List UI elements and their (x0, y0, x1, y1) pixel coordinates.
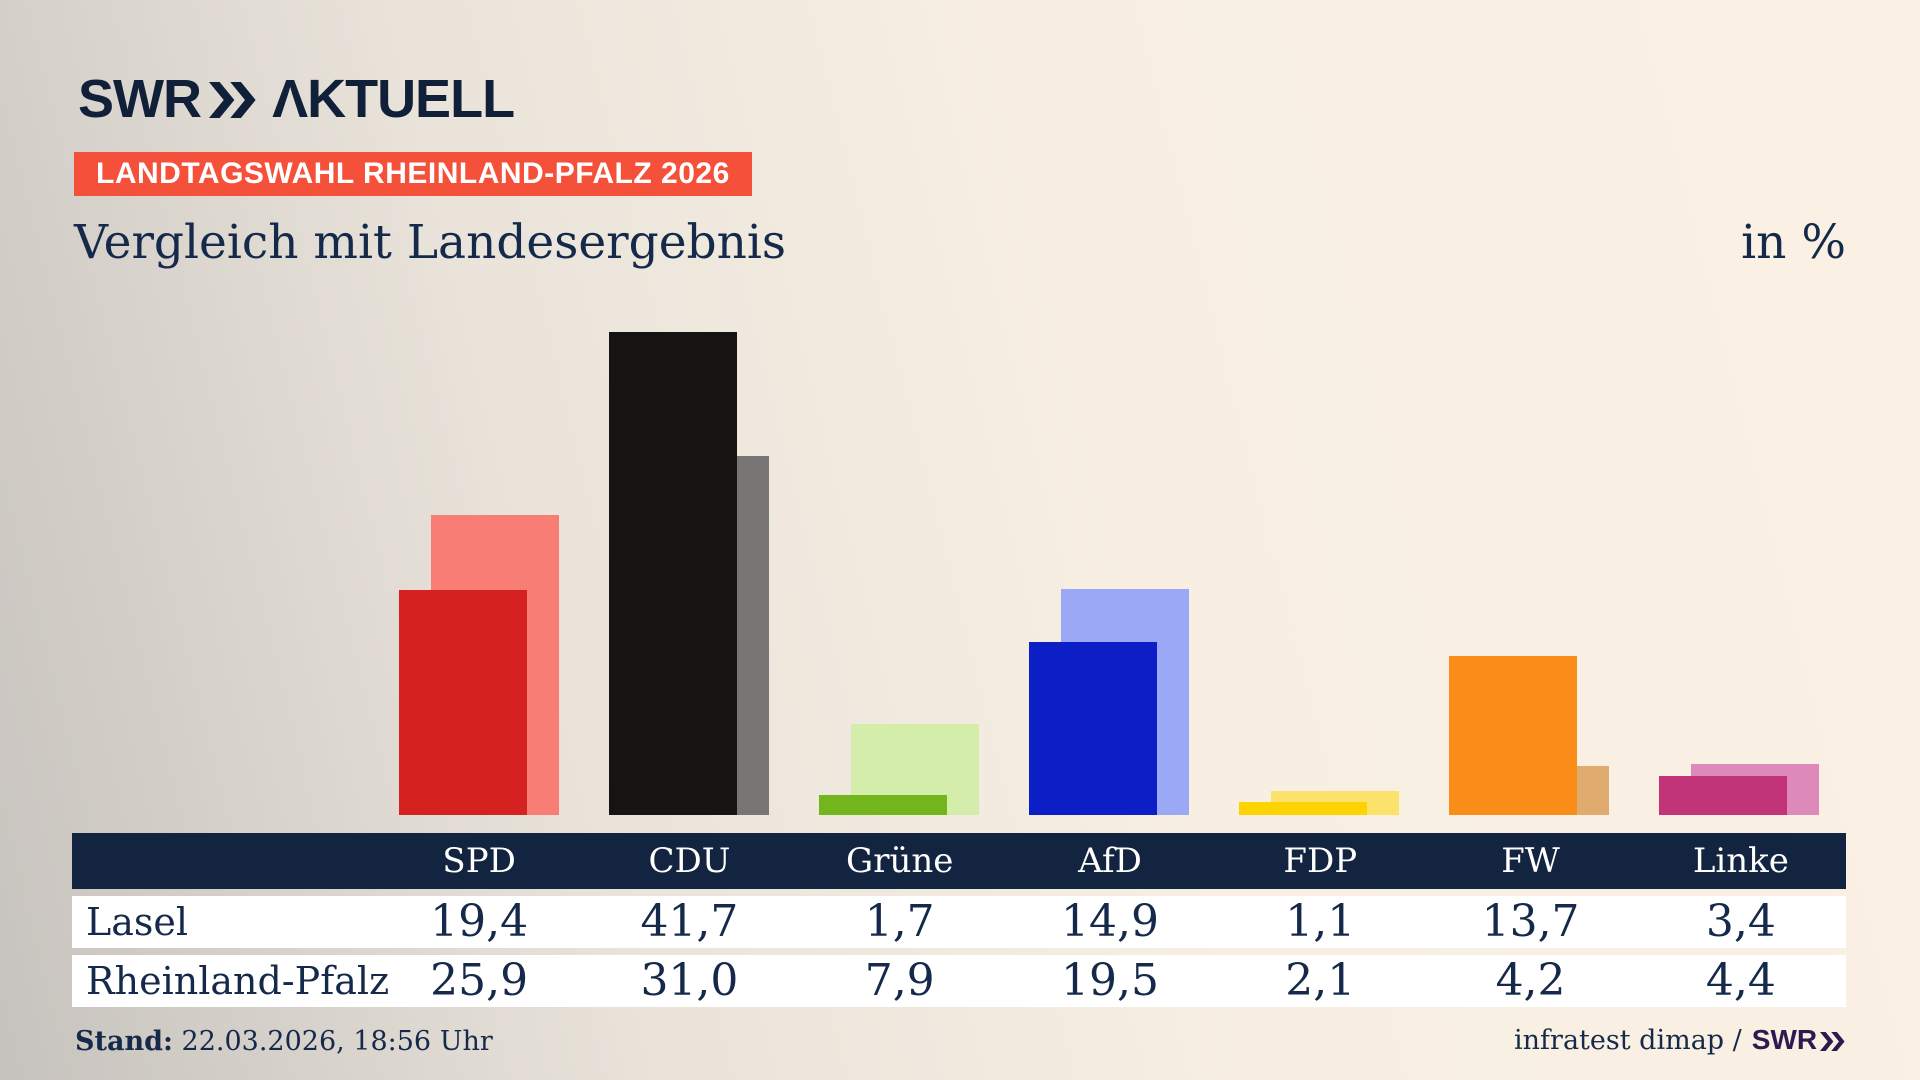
value-cell: 1,7 (864, 896, 935, 947)
source-credit: infratest dimap / SWR (1514, 1024, 1846, 1056)
value-cell: 19,5 (1061, 955, 1159, 1006)
unit-label: in % (1741, 215, 1846, 270)
results-table: SPD CDU Grüne AfD FDP FW Linke Lasel 19,4 41,7 1,7… (72, 833, 1846, 1007)
bar-spd-lasel (399, 590, 527, 815)
value-cell: 14,9 (1061, 896, 1159, 947)
table-row: Rheinland-Pfalz 25,9 31,0 7,9 19,5 2,1 4,2 4,4 (72, 955, 1846, 1007)
row-label: Rheinland-Pfalz (86, 959, 390, 1003)
bar-gruene-lasel (819, 795, 947, 815)
bar-fdp-lasel (1239, 802, 1367, 815)
column-header-linke: Linke (1692, 841, 1789, 881)
value-cell: 1,1 (1285, 896, 1356, 947)
page-title: Vergleich mit Landesergebnis (74, 215, 787, 270)
double-chevron-icon (1820, 1031, 1845, 1051)
value-cell: 31,0 (640, 955, 739, 1006)
value-cell: 25,9 (430, 955, 529, 1006)
column-header-fdp: FDP (1283, 841, 1358, 881)
stand-line: Stand: 22.03.2026, 18:56 Uhr (75, 1026, 493, 1057)
stand-label: Stand: (75, 1026, 173, 1057)
election-badge: LANDTAGSWAHL RHEINLAND-PFALZ 2026 (74, 152, 752, 196)
value-cell: 4,4 (1705, 955, 1776, 1006)
row-label: Lasel (86, 900, 189, 944)
aktuell-wordmark: ΛKTUELL (272, 69, 515, 129)
bar-linke-lasel (1659, 776, 1787, 815)
column-header-fw: FW (1501, 841, 1560, 881)
table-header-row: SPD CDU Grüne AfD FDP FW Linke (72, 833, 1846, 889)
bar-cdu-lasel (609, 332, 737, 815)
value-cell: 7,9 (864, 955, 935, 1006)
brand-logo: SWR ΛKTUELL (78, 68, 515, 130)
source-brand-text: SWR (1751, 1024, 1818, 1055)
swr-wordmark: SWR (78, 69, 202, 129)
value-cell: 19,4 (430, 896, 529, 947)
value-cell: 2,1 (1285, 955, 1356, 1006)
table-corner-cell (72, 833, 374, 889)
column-header-gruene: Grüne (846, 841, 954, 881)
double-chevron-icon (208, 82, 256, 118)
column-header-cdu: CDU (648, 841, 731, 881)
bar-afd-lasel (1029, 642, 1157, 815)
column-header-spd: SPD (442, 841, 516, 881)
value-cell: 3,4 (1705, 896, 1776, 947)
column-header-afd: AfD (1078, 841, 1142, 881)
value-cell: 41,7 (640, 896, 739, 947)
value-cell: 13,7 (1481, 896, 1580, 947)
value-cell: 4,2 (1495, 955, 1566, 1006)
table-row: Lasel 19,4 41,7 1,7 14,9 1,1 13,7 3,4 (72, 896, 1846, 948)
bar-chart (72, 298, 1846, 815)
stand-value: 22.03.2026, 18:56 Uhr (181, 1026, 493, 1057)
bar-fw-lasel (1449, 656, 1577, 815)
source-text: infratest dimap / (1514, 1024, 1742, 1056)
source-brand-logo: SWR (1752, 1024, 1846, 1056)
